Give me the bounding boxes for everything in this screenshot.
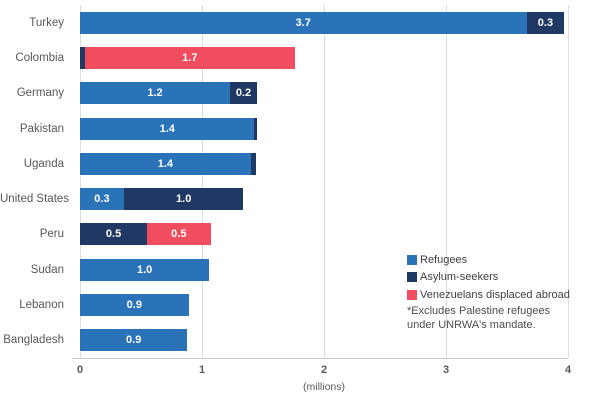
category-label-united-states: United States xyxy=(0,193,70,206)
x-axis-line xyxy=(72,358,568,359)
x-tick-label: 1 xyxy=(198,364,206,376)
bar-value-label: 0.5 xyxy=(171,228,187,241)
category-label-lebanon: Lebanon xyxy=(19,299,64,312)
x-tick-label: 0 xyxy=(76,364,84,376)
bar-segment-refugees: 1.4 xyxy=(80,152,251,175)
bar-value-label: 0.3 xyxy=(537,16,554,29)
bar-segment-venezuelans: 0.5 xyxy=(147,223,211,246)
legend-item-refugees: Refugees xyxy=(407,251,570,269)
x-tick-label: 3 xyxy=(442,364,450,376)
bar-segment-asylum-seekers xyxy=(254,117,257,140)
bar-value-label: 1.2 xyxy=(147,87,163,100)
legend-label: Asylum-seekers xyxy=(420,271,499,284)
bar-segment-asylum-seekers xyxy=(250,152,256,175)
bar-row-uganda: 1.4 xyxy=(80,152,256,175)
gridline-x-3 xyxy=(446,5,447,358)
legend-label: Venezuelans displaced abroad xyxy=(420,288,570,301)
bar-value-label: 3.7 xyxy=(295,16,311,29)
bar-row-colombia: 1.7 xyxy=(80,46,295,69)
venezuelans-swatch-icon xyxy=(407,289,417,300)
bar-row-peru: 0.5 0.5 xyxy=(80,223,211,246)
bar-segment-refugees: 0.9 xyxy=(80,294,189,317)
bar-segment-refugees: 1.0 xyxy=(80,258,210,281)
bar-segment-asylum-seekers: 0.2 xyxy=(230,82,257,105)
category-label-uganda: Uganda xyxy=(23,157,64,170)
bar-segment-refugees: 1.2 xyxy=(80,82,231,105)
bar-value-label: 0.5 xyxy=(105,228,122,241)
bar-row-united-states: 0.3 1.0 xyxy=(80,188,244,211)
bar-row-lebanon: 0.9 xyxy=(80,294,189,317)
gridline-x-2 xyxy=(324,5,325,358)
category-label-turkey: Turkey xyxy=(29,16,64,29)
gridline-x-4 xyxy=(568,5,569,358)
bar-row-bangladesh: 0.9 xyxy=(80,329,188,352)
bar-segment-asylum-seekers xyxy=(80,46,85,69)
bar-segment-asylum-seekers: 0.3 xyxy=(526,11,565,34)
bar-row-sudan: 1.0 xyxy=(80,258,210,281)
category-label-sudan: Sudan xyxy=(30,263,64,276)
bar-segment-venezuelans: 1.7 xyxy=(84,46,295,69)
legend: Refugees Asylum-seekers Venezuelans disp… xyxy=(407,251,570,304)
bar-value-label: 1.7 xyxy=(182,51,198,64)
bar-segment-asylum-seekers: 1.0 xyxy=(123,188,244,211)
bar-value-label: 0.3 xyxy=(94,193,110,206)
bar-segment-refugees: 0.3 xyxy=(80,188,124,211)
x-tick-label: 2 xyxy=(320,364,328,376)
category-label-pakistan: Pakistan xyxy=(19,122,64,135)
legend-item-asylum-seekers: Asylum-seekers xyxy=(407,269,570,287)
refugees-swatch-icon xyxy=(407,254,417,265)
gridline-x-0 xyxy=(80,5,81,358)
bar-value-label: 1.4 xyxy=(159,122,175,135)
category-label-peru: Peru xyxy=(39,228,64,241)
bar-segment-refugees: 0.9 xyxy=(80,329,188,352)
bar-row-pakistan: 1.4 xyxy=(80,117,257,140)
bar-segment-refugees: 1.4 xyxy=(80,117,255,140)
asylum-seekers-swatch-icon xyxy=(407,272,417,283)
bar-value-label: 1.0 xyxy=(176,193,192,206)
bar-row-germany: 1.2 0.2 xyxy=(80,82,257,105)
footnote: *Excludes Palestine refugees under UNRWA… xyxy=(407,305,551,331)
legend-label: Refugees xyxy=(420,253,468,266)
bar-segment-asylum-seekers: 0.5 xyxy=(80,223,148,246)
legend-item-venezuelans: Venezuelans displaced abroad xyxy=(407,286,570,304)
gridline-x-1 xyxy=(202,5,203,358)
x-axis-title: (millions) xyxy=(303,381,345,393)
category-label-bangladesh: Bangladesh xyxy=(3,334,64,347)
bar-value-label: 0.2 xyxy=(235,87,252,100)
category-label-germany: Germany xyxy=(16,87,64,100)
category-label-colombia: Colombia xyxy=(15,51,64,64)
bar-row-turkey: 3.7 0.3 xyxy=(80,11,565,34)
bar-value-label: 1.0 xyxy=(137,263,153,276)
x-tick-label: 4 xyxy=(564,364,572,376)
bar-segment-refugees: 3.7 xyxy=(80,11,527,34)
bar-value-label: 1.4 xyxy=(157,157,174,170)
bar-value-label: 0.9 xyxy=(126,334,142,347)
bar-value-label: 0.9 xyxy=(126,299,142,312)
